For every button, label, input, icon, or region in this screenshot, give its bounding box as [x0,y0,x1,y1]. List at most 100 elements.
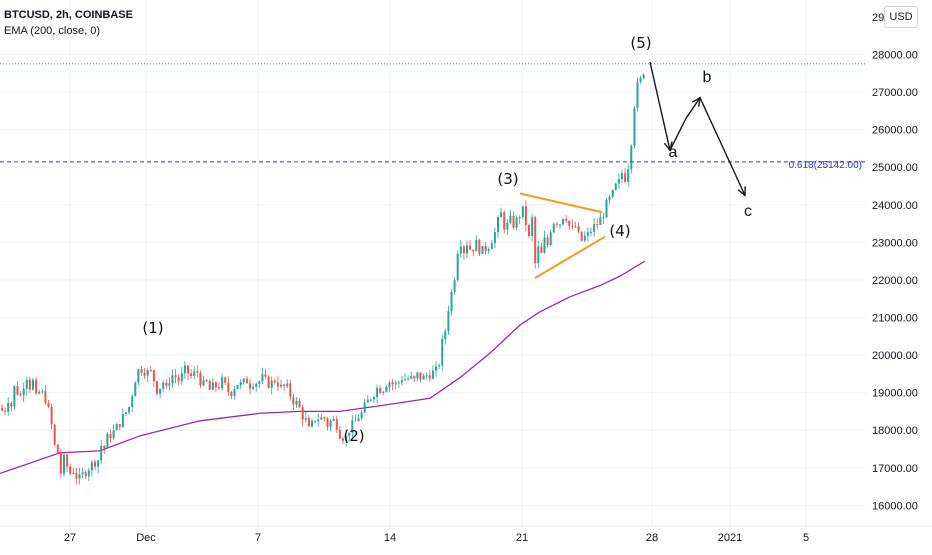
x-tick-label-5: 21 [516,532,528,544]
candle [531,213,534,242]
candle [555,221,558,229]
candle [152,369,155,388]
ema-legend[interactable]: EMA (200, close, 0) [4,25,100,37]
candle-body [416,372,419,379]
candle [394,380,397,390]
candle [202,375,205,387]
candle-body [264,374,267,377]
candle [580,231,583,242]
candle-body [94,461,96,467]
candle-body [267,376,270,388]
candle [38,389,41,395]
candle-body [438,365,441,367]
candle [230,391,233,400]
candle [596,218,599,230]
candle [292,394,295,411]
candle [13,385,16,410]
candle [323,416,326,422]
y-tick-label-2: 17000.00 [872,463,918,475]
candle-body [38,391,41,394]
candle-body [444,331,447,340]
candle-body [332,418,335,421]
candle-body [565,219,568,221]
candle [128,406,131,415]
candle [512,211,515,230]
candle [156,380,158,396]
candle-body [577,226,580,232]
candle [472,249,475,257]
candle [106,432,109,449]
candle-body [537,246,540,264]
candle [397,380,400,388]
candle [35,376,38,395]
wave-a-label: a [669,144,678,161]
candle [571,219,574,230]
candle [190,369,193,379]
y-tick-label-1: 16000.00 [872,500,918,512]
candle-body [75,472,78,479]
candle [317,412,320,427]
candle [307,415,310,427]
candle [621,169,623,184]
ema-layer [0,260,646,475]
candle-body [183,365,186,374]
candle-body [366,399,369,403]
candle-body [376,387,379,397]
candle [239,379,242,390]
candle-body [97,460,100,467]
candle [84,470,87,479]
candle [280,379,282,389]
candle [242,377,245,385]
candle [354,414,357,422]
candle-body [394,382,397,385]
candle [53,423,56,447]
candle-body [190,373,193,377]
candle-body [199,372,202,386]
candle-body [400,380,403,383]
candle-body [304,418,307,420]
candle-body [258,381,261,384]
candle-body [357,418,360,422]
candle [481,245,484,255]
candle [66,451,69,473]
candle-body [32,379,34,390]
candle-body [66,454,69,467]
projection-leg-1 [649,61,671,151]
candle-body [140,369,143,373]
candle-body [407,378,410,380]
candle [413,375,416,382]
candle [357,414,360,422]
candle [304,411,307,423]
candle [72,467,75,475]
candle-body [84,472,87,477]
candle-body [162,382,165,389]
candles-layer [1,73,645,485]
candle [289,379,292,401]
axis-layer [0,525,932,527]
candle-body [218,387,220,389]
candle-body [50,406,53,425]
candle-body [16,385,19,395]
candle-body [528,224,530,237]
wave-2-label: (2) [343,427,364,445]
y-tick-label-5: 20000.00 [872,350,918,362]
candle-body [252,386,255,389]
ema-line [0,260,646,475]
candle [376,384,379,404]
candle-body [276,382,279,387]
candle [87,467,90,482]
candle [466,240,468,258]
candle [177,373,180,386]
candle-body [307,418,310,427]
candle [515,215,518,231]
candle-body [459,246,462,254]
candle-body [466,245,468,254]
candle-body [617,178,620,184]
candle-body [202,380,205,386]
candle [540,242,543,254]
candle [469,239,472,251]
currency-button[interactable]: USD [884,6,918,28]
candle-body [211,382,214,390]
